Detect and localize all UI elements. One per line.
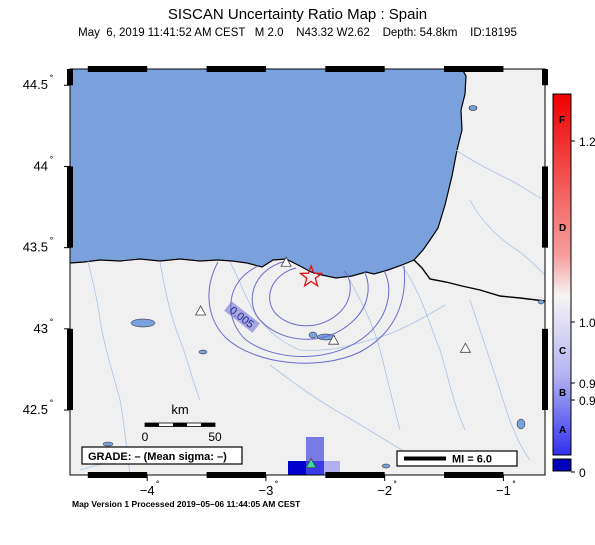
frame-bar-top [444, 66, 504, 72]
longitude-ticks: −4 ˚ −3 ˚ −2 ˚ −1 ˚ [140, 475, 516, 498]
frame-bar-left [67, 69, 73, 86]
lon-degree-mark: ˚ [275, 480, 278, 492]
lat-degree-mark: ˚ [50, 318, 53, 330]
mi-legend: MI = 6.0 [396, 450, 518, 467]
stations [194, 256, 472, 469]
sea [70, 69, 466, 278]
lat-degree-mark: ˚ [50, 399, 53, 411]
frame-bar-bottom [444, 472, 504, 478]
scale-bar-title: km [171, 402, 188, 417]
lat-degree-mark: ˚ [50, 237, 53, 249]
frame-bar-bottom [206, 472, 266, 478]
frame-bar-top [87, 66, 148, 72]
map-footer: Map Version 1 Processed 2019–05–06 11:44… [72, 499, 301, 509]
colorbar: F D C B A 1.2 1.0 0.9 0.9 0 [552, 93, 595, 480]
colorbar-gradient [552, 93, 572, 456]
lat-tick-label: 43 [34, 321, 48, 336]
lon-tick-label: −3 [259, 483, 274, 498]
grade-letter-a: A [559, 425, 566, 436]
latitude-ticks: 44.5 ˚44 ˚43.5 ˚43 ˚42.5 ˚ [23, 74, 70, 417]
lat-tick-label: 42.5 [23, 402, 48, 417]
lat-degree-mark: ˚ [50, 74, 53, 86]
colorbar-value-1: 1.2 [579, 135, 595, 149]
lat-tick-label: 44 [34, 158, 48, 173]
lon-tick-label: −4 [140, 483, 155, 498]
station-triangle-icon [194, 305, 207, 316]
scale-bar: km 0 50 [142, 402, 222, 444]
border-line [413, 259, 545, 302]
grade-text: GRADE: – (Mean sigma: –) [88, 451, 227, 463]
epicenter-star-icon [298, 263, 324, 288]
station-triangle-icon [327, 334, 340, 345]
lon-degree-mark: ˚ [156, 480, 159, 492]
frame-bar-top [325, 66, 385, 72]
colorbar-value-3: 0.9 [579, 377, 595, 391]
grade-letter-f: F [559, 115, 565, 126]
grade-letter-c: C [559, 346, 566, 357]
frame-bar-left [67, 166, 73, 248]
grade-letter-d: D [559, 223, 566, 234]
frame-bar-top [206, 66, 266, 72]
station-triangle-icon [459, 342, 472, 353]
coastline [70, 69, 467, 279]
frame-bar-bottom [87, 472, 148, 478]
frame-bar-right [542, 328, 548, 411]
grade-box: GRADE: – (Mean sigma: –) [81, 446, 243, 465]
lon-tick-label: −1 [496, 483, 511, 498]
grade-letter-b: B [559, 388, 566, 399]
station-triangle-icon [305, 457, 317, 469]
map-frame [67, 66, 548, 478]
scale-bar-start: 0 [142, 430, 149, 444]
mi-legend-text: MI = 6.0 [452, 454, 492, 466]
island [468, 105, 478, 111]
colorbar-value-5: 0 [579, 466, 586, 480]
lon-degree-mark: ˚ [394, 480, 397, 492]
lat-degree-mark: ˚ [50, 155, 53, 167]
lat-tick-label: 44.5 [23, 77, 48, 92]
contour-label-box [224, 301, 260, 333]
frame-bar-left [67, 328, 73, 411]
frame-bar-right [542, 166, 548, 248]
lon-degree-mark: ˚ [512, 480, 515, 492]
uncertainty-contours [208, 260, 406, 364]
event-info: May 6, 2019 11:41:52 AM CEST M 2.0 N43.3… [78, 27, 517, 39]
colorbar-value-2: 1.0 [579, 316, 595, 330]
station-triangle-icon [280, 256, 292, 267]
frame-bar-right [542, 69, 548, 86]
frame-bar-bottom [325, 472, 385, 478]
lat-tick-label: 43.5 [23, 240, 48, 255]
colorbar-value-4: 0.9 [579, 394, 595, 408]
lon-tick-label: −2 [377, 483, 392, 498]
colorbar-zero-swatch [552, 458, 572, 472]
scale-bar-end: 50 [208, 430, 222, 444]
map-area: 0.005 [70, 69, 545, 475]
map-title: SISCAN Uncertainty Ratio Map : Spain [167, 6, 428, 23]
